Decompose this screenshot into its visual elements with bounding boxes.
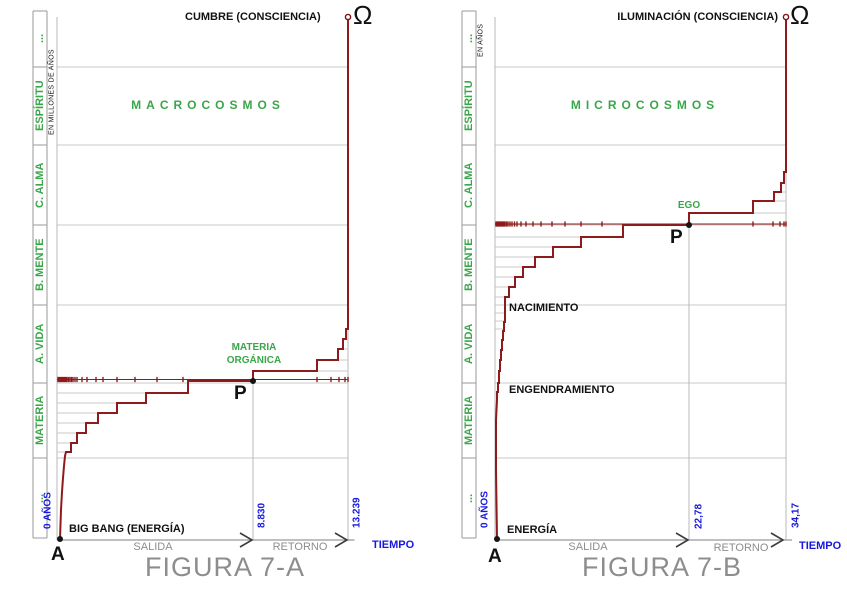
level-label-b-dots-top: ... bbox=[462, 33, 475, 44]
conception-label-b: ENGENDRAMIENTO bbox=[509, 384, 615, 396]
level-label-a-dots-bottom: ... bbox=[33, 493, 46, 503]
figure-caption-b: FIGURA 7-B bbox=[581, 552, 743, 582]
evolution-curve bbox=[59, 17, 349, 540]
p-annotation-b-ego: EGO bbox=[677, 200, 701, 211]
figure-7-A-graphics bbox=[32, 10, 355, 548]
origin-point-marker bbox=[494, 536, 500, 542]
axis-mid-value-b: 22,78 bbox=[693, 503, 705, 529]
level-label-b-materia: MATERIA bbox=[462, 395, 475, 446]
p-point-marker bbox=[686, 222, 692, 228]
level-label-a-vida: A. VIDA bbox=[33, 323, 46, 365]
omega-point-marker bbox=[782, 13, 790, 21]
axis-arrowhead bbox=[334, 532, 349, 548]
p-point-marker bbox=[250, 378, 256, 384]
p-point-label-b: P bbox=[670, 227, 683, 248]
cosmos-label-b: MICROCOSMOS bbox=[570, 98, 720, 112]
axis-zero-b: 0 AÑOS bbox=[479, 491, 491, 529]
p-annotation-a-line2: ORGÁNICA bbox=[226, 355, 282, 366]
a-point-label-b: A bbox=[488, 546, 502, 567]
origin-point-marker bbox=[57, 536, 63, 542]
outbound-label-a: SALIDA bbox=[133, 541, 173, 553]
axis-arrowhead bbox=[770, 532, 785, 548]
axis-end-value-b: 34,17 bbox=[790, 502, 802, 528]
axis-end-value-a: 13.239 bbox=[351, 497, 363, 529]
figure-caption-a: FIGURA 7-A bbox=[144, 552, 306, 582]
birth-label-b: NACIMIENTO bbox=[509, 302, 579, 314]
axis-arrowhead bbox=[675, 532, 690, 548]
origin-label-b: ENERGÍA bbox=[507, 524, 558, 536]
figure-7-B-graphics bbox=[461, 10, 792, 548]
return-label-b: RETORNO bbox=[713, 542, 769, 554]
level-label-b-alma: C. ALMA bbox=[462, 162, 475, 208]
level-label-a-materia: MATERIA bbox=[33, 395, 46, 446]
level-label-b-dots-bottom: ... bbox=[462, 493, 475, 503]
level-label-a-alma: C. ALMA bbox=[33, 162, 46, 208]
time-label-a: TIEMPO bbox=[372, 539, 415, 551]
axis-mid-value-a: 8.830 bbox=[256, 502, 268, 528]
summit-label-a: CUMBRE (CONSCIENCIA) bbox=[185, 11, 321, 23]
omega-point-marker bbox=[344, 13, 352, 21]
units-label-a: EN MILLONES DE AÑOS bbox=[48, 49, 56, 136]
level-label-b-espiritu: ESPÍRITU bbox=[462, 80, 475, 132]
level-label-b-mente: B. MENTE bbox=[462, 238, 475, 292]
level-label-a-espiritu: ESPÍRITU bbox=[33, 80, 46, 132]
origin-label-a: BIG BANG (ENERGÍA) bbox=[69, 523, 185, 535]
return-label-a: RETORNO bbox=[272, 541, 328, 553]
p-annotation-a-line1: MATERIA bbox=[231, 342, 277, 353]
evolution-curve bbox=[495, 17, 787, 540]
summit-label-b: ILUMINACIÓN (CONSCIENCIA) bbox=[617, 11, 778, 23]
cosmos-label-a: MACROCOSMOS bbox=[131, 98, 285, 112]
level-label-b-vida: A. VIDA bbox=[462, 323, 475, 365]
level-label-a-mente: B. MENTE bbox=[33, 238, 46, 292]
units-label-b: EN AÑOS bbox=[477, 23, 485, 57]
omega-symbol-a: Ω bbox=[353, 0, 373, 30]
omega-symbol-b: Ω bbox=[790, 0, 810, 30]
level-label-a-dots-top: ... bbox=[33, 33, 46, 44]
axis-arrowhead bbox=[239, 532, 254, 548]
p-point-label-a: P bbox=[234, 383, 247, 404]
a-point-label-a: A bbox=[51, 544, 65, 565]
time-label-b: TIEMPO bbox=[799, 540, 842, 552]
outbound-label-b: SALIDA bbox=[568, 541, 608, 553]
